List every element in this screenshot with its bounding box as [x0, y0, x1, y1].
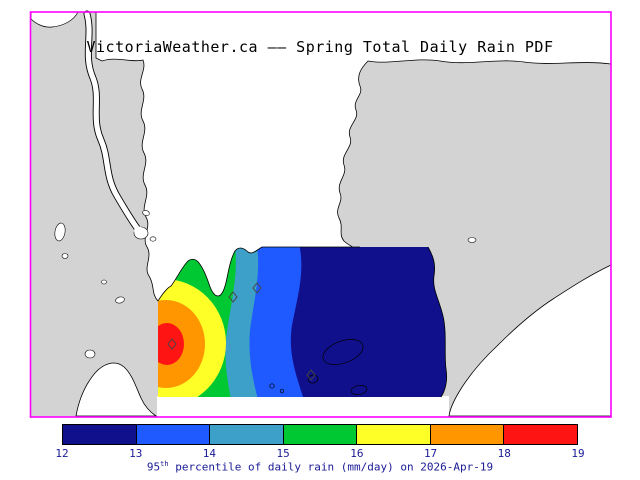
- station-marker: [228, 291, 238, 303]
- colorbar-segment: [430, 425, 505, 444]
- colorbar-segment: [357, 425, 431, 444]
- inlet-channel: [84, 11, 140, 231]
- island: [149, 236, 157, 242]
- colorbar-tick-label: 16: [350, 447, 364, 460]
- caption-value: 95: [146, 460, 161, 474]
- island: [467, 237, 477, 243]
- colorbar-tick-label: 17: [423, 447, 438, 460]
- landmass-corner: [30, 11, 79, 28]
- colorbar-tick-label: 12: [55, 447, 69, 460]
- plot-border: [29, 11, 612, 418]
- landmass-southeast: [448, 264, 612, 417]
- caption: 95th percentile of daily rain (mm/day) o…: [0, 460, 640, 474]
- coastline: [157, 246, 360, 302]
- landmass-bottom-left: [75, 362, 158, 417]
- coastline: [427, 246, 448, 398]
- island: [54, 222, 66, 242]
- island-outline: [307, 374, 319, 384]
- station-marker: [167, 338, 177, 350]
- colorbar-segment: [504, 425, 578, 444]
- island: [142, 210, 150, 216]
- island-outline: [350, 385, 368, 395]
- colorbar-segment: [136, 425, 211, 444]
- island-outline: [322, 339, 364, 365]
- island: [115, 296, 125, 304]
- inlet-channel: [134, 226, 144, 236]
- colorbar-segment: [63, 425, 137, 444]
- plot-title: VictoriaWeather.ca —— Spring Total Daily…: [86, 38, 554, 56]
- colorbar-segment: [210, 425, 284, 444]
- landmass-bottom-strip: [157, 396, 449, 417]
- caption-rest: percentile of daily rain (mm/day) on 202…: [168, 460, 494, 474]
- colorbar-segment: [283, 425, 358, 444]
- colorbar: [62, 424, 578, 445]
- island-outline: [269, 383, 275, 389]
- colorbar-tick-label: 19: [571, 447, 585, 460]
- landmass-north: [95, 11, 612, 302]
- island: [61, 253, 69, 259]
- island: [84, 349, 96, 359]
- colorbar-tick-label: 18: [497, 447, 511, 460]
- island: [101, 279, 107, 285]
- rain-band-red: [158, 323, 184, 365]
- colorbar-tick-label: 14: [202, 447, 217, 460]
- colorbar-tick-label: 13: [129, 447, 143, 460]
- station-marker: [252, 282, 262, 294]
- station-marker: [306, 369, 316, 381]
- island-outline: [279, 388, 285, 394]
- colorbar-tick-label: 15: [276, 447, 290, 460]
- caption-superscript: th: [160, 460, 169, 468]
- colorbar-ticks: 12 13 14 15 16 17 18 19: [55, 447, 584, 460]
